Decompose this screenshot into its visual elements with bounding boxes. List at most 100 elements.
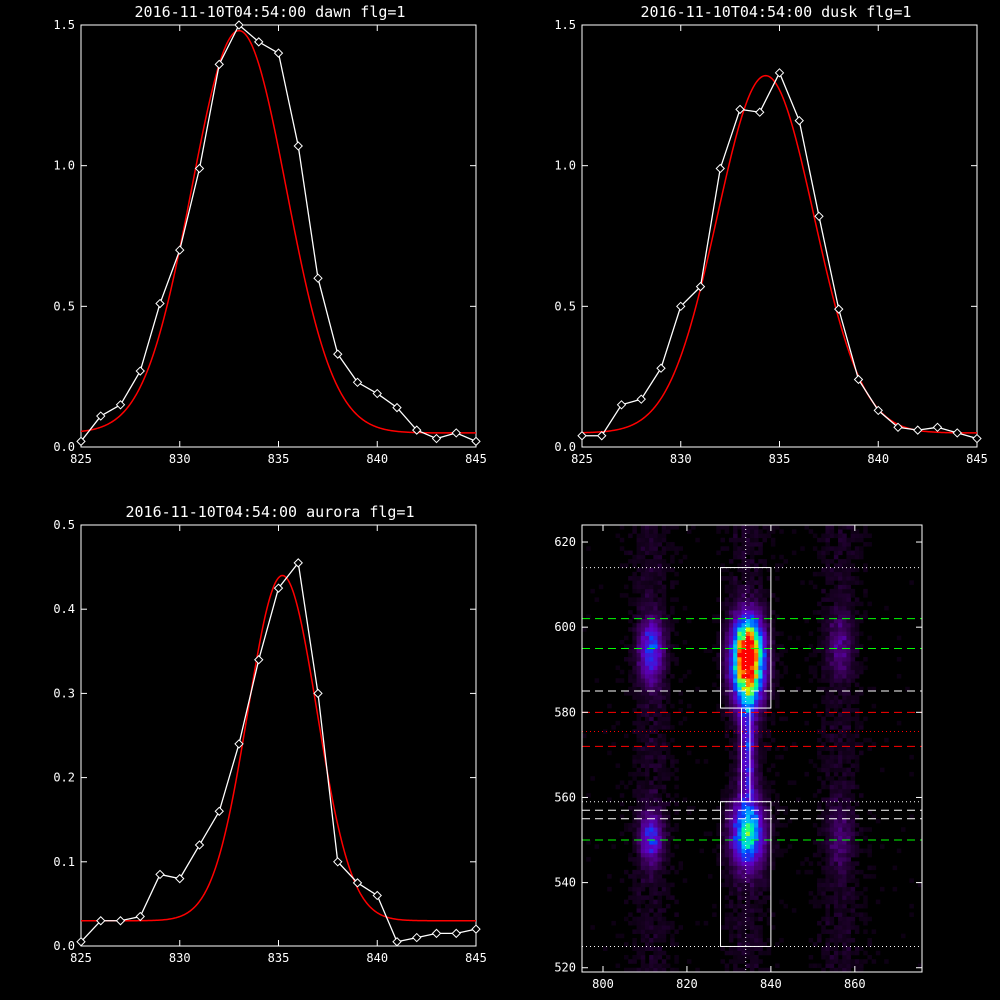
heatmap-cell bbox=[846, 652, 851, 658]
heatmap-cell bbox=[737, 537, 742, 543]
heatmap-cell bbox=[762, 780, 767, 785]
heatmap-cell bbox=[842, 950, 847, 956]
heatmap-cell bbox=[728, 767, 734, 773]
heatmap-cell bbox=[745, 925, 751, 930]
heatmap-x-tick-label: 800 bbox=[592, 977, 614, 991]
heatmap-cell bbox=[632, 891, 637, 896]
heatmap-cell bbox=[758, 929, 763, 934]
heatmap-cell bbox=[833, 835, 839, 841]
dusk-data-point bbox=[755, 107, 765, 117]
heatmap-cell bbox=[758, 729, 763, 734]
heatmap-cell bbox=[749, 686, 755, 692]
heatmap-cell bbox=[783, 716, 788, 722]
heatmap-cell bbox=[674, 967, 679, 973]
heatmap-cell bbox=[623, 733, 629, 739]
heatmap-cell bbox=[749, 601, 755, 607]
heatmap-cell bbox=[724, 686, 730, 692]
heatmap-cell bbox=[850, 644, 856, 649]
heatmap-cell bbox=[716, 831, 721, 837]
heatmap-cell bbox=[817, 903, 822, 909]
heatmap-cell bbox=[808, 644, 814, 649]
heatmap-cell bbox=[817, 746, 822, 751]
heatmap-cell bbox=[657, 852, 663, 858]
heatmap-cell bbox=[846, 925, 851, 930]
heatmap-cell bbox=[766, 784, 772, 790]
heatmap-cell bbox=[829, 639, 835, 645]
heatmap-cell bbox=[741, 771, 747, 777]
heatmap-cell bbox=[846, 712, 851, 717]
heatmap-cell bbox=[649, 725, 654, 730]
heatmap-cell bbox=[649, 937, 654, 943]
heatmap-cell bbox=[644, 942, 650, 947]
heatmap-cell bbox=[733, 767, 738, 773]
heatmap-cell bbox=[812, 763, 818, 768]
heatmap-cell bbox=[644, 691, 650, 696]
heatmap-cell bbox=[737, 929, 742, 934]
heatmap-cell bbox=[737, 797, 742, 803]
heatmap-cell bbox=[716, 652, 721, 658]
dawn-data-point bbox=[194, 163, 205, 174]
heatmap-cell bbox=[749, 597, 755, 602]
heatmap-cell bbox=[850, 797, 856, 803]
heatmap-cell bbox=[745, 720, 751, 726]
heatmap-cell bbox=[745, 801, 751, 807]
heatmap-cell bbox=[657, 554, 663, 560]
heatmap-cell bbox=[846, 725, 851, 730]
heatmap-cell bbox=[850, 763, 856, 768]
heatmap-cell bbox=[720, 686, 726, 692]
heatmap-cell bbox=[754, 823, 759, 828]
heatmap-cell bbox=[728, 937, 734, 943]
heatmap-cell bbox=[838, 886, 843, 892]
heatmap-cell bbox=[653, 729, 658, 734]
heatmap-cell bbox=[640, 784, 646, 790]
heatmap-x-tick-label: 840 bbox=[760, 977, 782, 991]
heatmap-cell bbox=[632, 959, 637, 964]
heatmap-cell bbox=[636, 852, 642, 858]
heatmap-cell bbox=[749, 665, 755, 671]
heatmap-cell bbox=[733, 639, 738, 645]
heatmap-cell bbox=[766, 614, 772, 619]
heatmap-cell bbox=[741, 533, 747, 539]
heatmap-cell bbox=[838, 703, 843, 709]
heatmap-cell bbox=[728, 750, 734, 756]
heatmap-cell bbox=[859, 665, 864, 671]
heatmap-cell bbox=[754, 661, 759, 666]
heatmap-cell bbox=[859, 550, 864, 556]
heatmap-cell bbox=[644, 759, 650, 764]
heatmap-cell bbox=[737, 874, 742, 879]
heatmap-cell bbox=[829, 656, 835, 662]
aurora-data-point bbox=[372, 890, 382, 901]
heatmap-cell bbox=[762, 967, 767, 973]
heatmap-cell bbox=[632, 754, 637, 760]
heatmap-cell bbox=[838, 852, 843, 858]
heatmap-cell bbox=[632, 788, 637, 794]
heatmap-cell bbox=[846, 784, 851, 790]
heatmap-cell bbox=[737, 669, 742, 675]
heatmap-cell bbox=[724, 920, 730, 926]
heatmap-cell bbox=[846, 622, 851, 628]
heatmap-cell bbox=[749, 754, 755, 760]
heatmap-cell bbox=[728, 597, 734, 602]
heatmap-cell bbox=[737, 895, 742, 900]
heatmap-cell bbox=[863, 916, 868, 922]
heatmap-cell bbox=[758, 899, 763, 905]
heatmap-cell bbox=[838, 750, 843, 756]
heatmap-cell bbox=[745, 844, 751, 849]
heatmap-cell bbox=[623, 840, 629, 845]
heatmap-cell bbox=[733, 737, 738, 743]
heatmap-cell bbox=[720, 661, 726, 666]
dusk-data-point bbox=[735, 104, 745, 115]
heatmap-cell bbox=[917, 963, 923, 969]
heatmap-cell bbox=[657, 771, 663, 777]
heatmap-cell bbox=[649, 793, 654, 798]
heatmap-cell bbox=[859, 742, 864, 747]
heatmap-cell bbox=[686, 959, 692, 964]
heatmap-cell bbox=[754, 886, 759, 892]
heatmap-cell bbox=[901, 827, 906, 832]
heatmap-cell bbox=[754, 848, 759, 854]
dawn-y-tick-label: 0.5 bbox=[53, 299, 75, 313]
heatmap-cell bbox=[779, 554, 784, 560]
heatmap-cell bbox=[859, 720, 864, 726]
heatmap-cell bbox=[863, 716, 868, 722]
heatmap-cell bbox=[749, 912, 755, 917]
